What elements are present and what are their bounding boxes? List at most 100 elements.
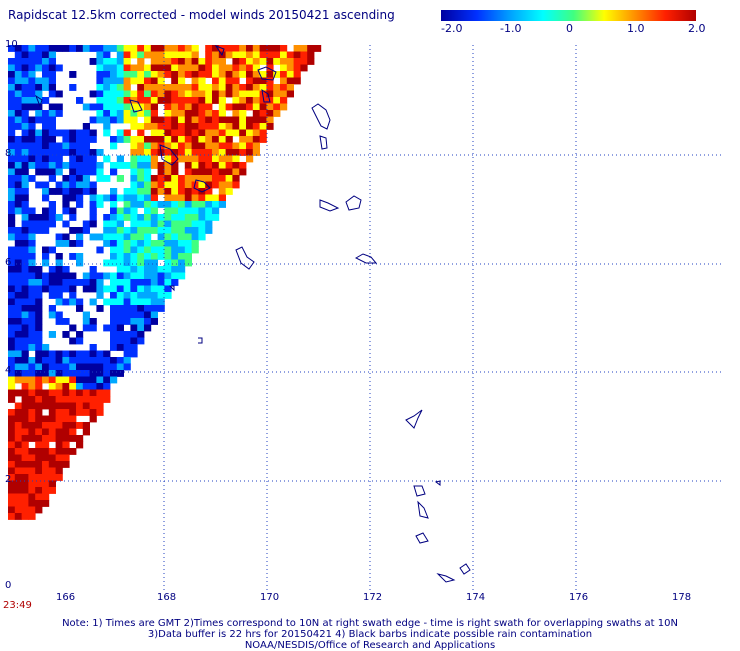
wind-cell (232, 45, 240, 52)
wind-cell (8, 142, 16, 150)
wind-cell (69, 370, 77, 377)
wind-cell (76, 253, 84, 260)
wind-cell (252, 103, 260, 111)
wind-cell (259, 51, 267, 59)
wind-cell (205, 194, 213, 202)
wind-cell (205, 97, 213, 104)
wind-cell (137, 305, 145, 312)
wind-cell (144, 292, 152, 299)
wind-cell (8, 110, 16, 117)
wind-cell (150, 64, 158, 72)
wind-cell (198, 116, 206, 124)
wind-cell (150, 214, 158, 221)
wind-cell (212, 64, 220, 72)
wind-cell (171, 194, 179, 202)
wind-cell (110, 90, 118, 98)
wind-cell (42, 435, 50, 442)
wind-cell (157, 253, 165, 260)
wind-cell (259, 103, 267, 111)
wind-cell (21, 344, 29, 351)
wind-cell (178, 194, 186, 202)
wind-cell (171, 149, 179, 156)
wind-cell (35, 181, 43, 189)
wind-cell (171, 279, 179, 286)
wind-cell (14, 51, 22, 59)
wind-cell (130, 285, 138, 293)
wind-cell (96, 116, 104, 124)
wind-cell (14, 259, 22, 267)
wind-cell (55, 474, 63, 481)
wind-cell (28, 454, 36, 462)
wind-cell (164, 123, 172, 130)
wind-cell (137, 324, 145, 332)
wind-cell (28, 324, 36, 332)
wind-cell (21, 402, 29, 410)
wind-cell (171, 272, 179, 280)
wind-cell (103, 97, 111, 104)
wind-cell (191, 103, 199, 111)
wind-cell (35, 370, 43, 377)
wind-cell (130, 162, 138, 169)
wind-cell (191, 110, 199, 117)
wind-cell (164, 97, 172, 104)
wind-cell (76, 279, 84, 286)
wind-cell (184, 116, 192, 124)
wind-cell (8, 422, 16, 429)
wind-cell (62, 363, 70, 371)
wind-cell (123, 45, 131, 52)
wind-cell (35, 305, 43, 312)
wind-cell (130, 201, 138, 208)
wind-cell (178, 259, 186, 267)
wind-cell (69, 324, 77, 332)
wind-cell (130, 90, 138, 98)
wind-cell (8, 207, 16, 215)
wind-cell (48, 409, 56, 416)
wind-cell (164, 71, 172, 78)
wind-cell (48, 162, 56, 169)
wind-cell (35, 461, 43, 468)
wind-cell (218, 136, 226, 143)
wind-cell (150, 129, 158, 137)
wind-cell (28, 136, 36, 143)
wind-cell (42, 402, 50, 410)
island-outline (235, 246, 255, 270)
wind-cell (55, 311, 63, 319)
wind-cell (191, 51, 199, 59)
wind-cell (14, 84, 22, 91)
wind-cell (123, 227, 131, 234)
wind-cell (8, 227, 16, 234)
wind-cell (14, 389, 22, 397)
wind-cell (171, 84, 179, 91)
wind-cell (144, 71, 152, 78)
wind-cell (110, 77, 118, 85)
wind-cell (116, 220, 124, 228)
wind-cell (266, 71, 274, 78)
wind-cell (28, 370, 36, 377)
wind-cell (35, 487, 43, 494)
wind-cell (123, 116, 131, 124)
wind-cell (62, 376, 70, 384)
wind-cell (130, 64, 138, 72)
wind-cell (103, 376, 111, 384)
wind-cell (28, 155, 36, 163)
wind-cell (55, 376, 63, 384)
wind-cell (150, 259, 158, 267)
wind-cell (76, 136, 84, 143)
wind-cell (8, 220, 16, 228)
wind-cell (14, 285, 22, 293)
wind-cell (55, 253, 63, 260)
wind-cell (76, 168, 84, 176)
wind-cell (69, 376, 77, 384)
wind-cell (35, 103, 43, 111)
wind-cell (184, 149, 192, 156)
wind-cell (42, 422, 50, 429)
wind-cell (232, 181, 240, 189)
wind-cell (212, 201, 220, 208)
wind-cell (144, 149, 152, 156)
wind-cell (28, 116, 36, 124)
wind-cell (89, 266, 97, 273)
wind-cell (89, 129, 97, 137)
wind-cell (184, 90, 192, 98)
wind-data-cells (8, 45, 322, 520)
wind-cell (212, 155, 220, 163)
